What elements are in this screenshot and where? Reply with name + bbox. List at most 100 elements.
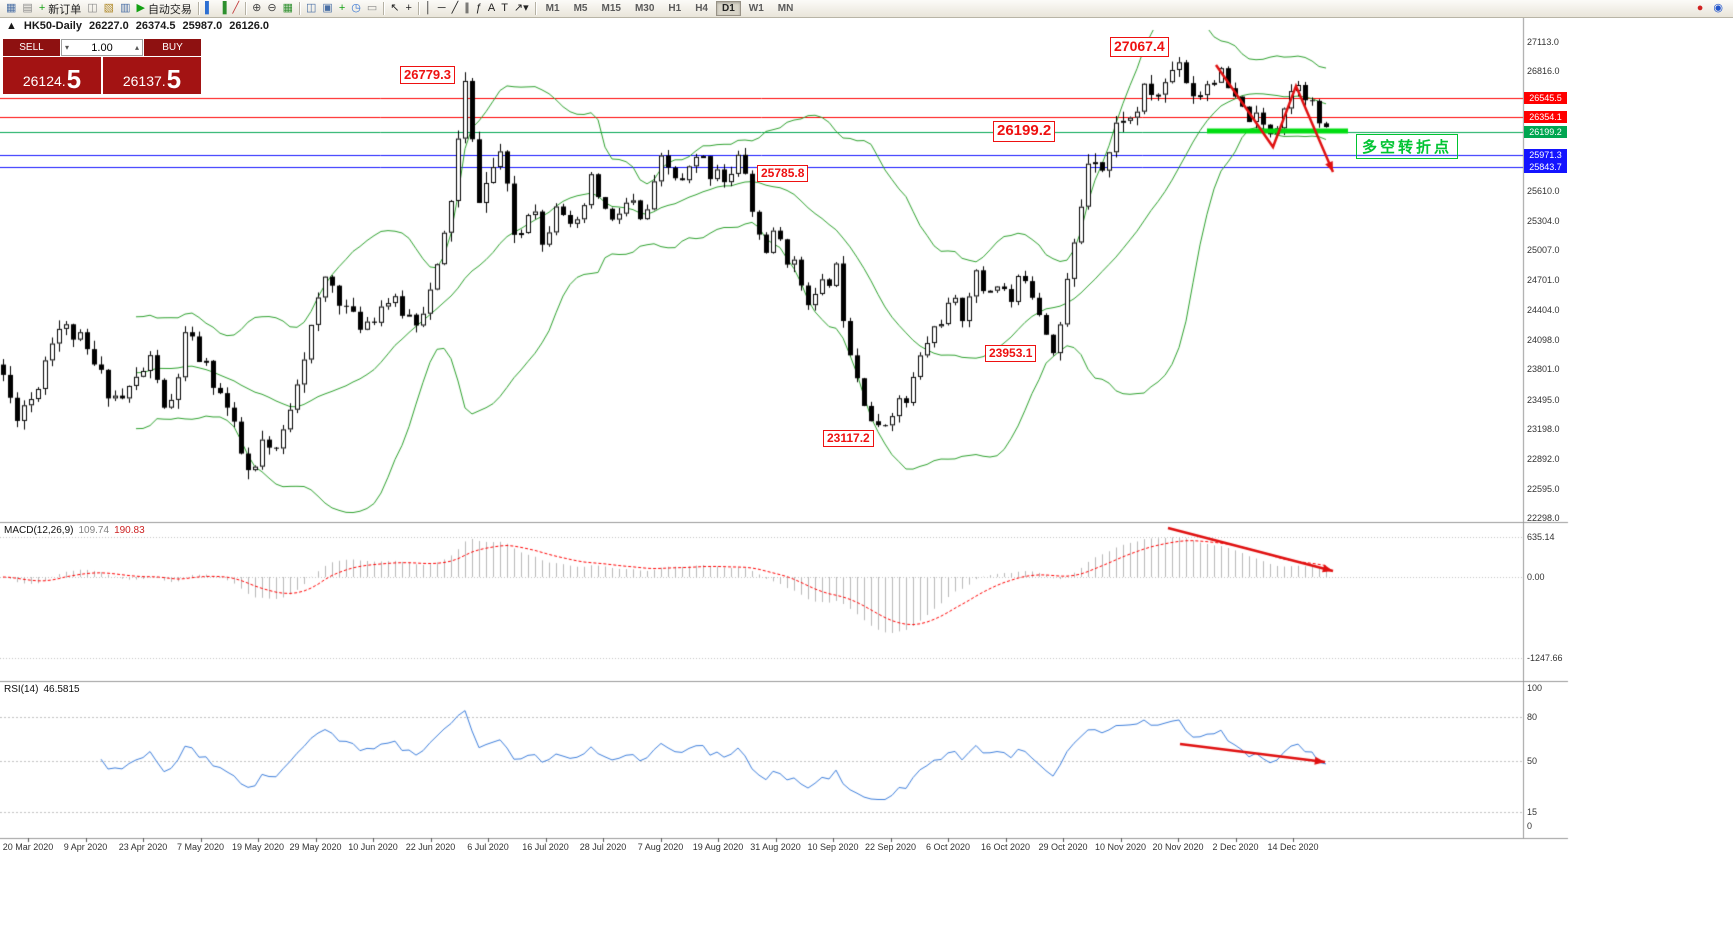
- rsi-scale-label: 100: [1527, 683, 1543, 693]
- trendline-icon[interactable]: ╱: [449, 1, 462, 17]
- channel-icon[interactable]: ∥: [461, 1, 473, 17]
- rsi-pane-label: RSI(14) 46.5815: [4, 684, 80, 695]
- volume-decrease-button[interactable]: ▾: [65, 42, 70, 52]
- collapse-icon[interactable]: ▲: [6, 20, 17, 32]
- timeframe-m30[interactable]: M30: [634, 3, 655, 14]
- timeframe-m15[interactable]: M15: [601, 3, 621, 14]
- main-chart-canvas[interactable]: [0, 18, 1733, 938]
- x-axis-date-label: 23 Apr 2020: [118, 842, 168, 852]
- auto-trading-button[interactable]: ▶ 自动交易: [133, 1, 194, 17]
- x-axis-date-label: 31 Aug 2020: [750, 842, 801, 852]
- buy-price-pips: 5: [166, 64, 182, 94]
- price-callout-label[interactable]: 23953.1: [985, 345, 1037, 362]
- record-icon: ●: [1696, 2, 1704, 14]
- ohlc-close: 26126.0: [229, 20, 270, 32]
- arrows-icon: ↗▾: [513, 2, 529, 14]
- volume-value[interactable]: 1.00: [91, 41, 113, 54]
- timeframe-mn[interactable]: MN: [777, 3, 794, 14]
- sell-button[interactable]: SELL: [3, 39, 60, 56]
- chart-title: ▲ HK50-Daily 26227.0 26374.5 25987.0 26126.0: [6, 20, 276, 32]
- x-axis-date-label: 16 Jul 2020: [522, 842, 569, 852]
- volume-input[interactable]: ▾ 1.00 ▴: [61, 39, 143, 56]
- y-axis-label: 23801.0: [1527, 364, 1560, 375]
- fibonacci-icon[interactable]: ƒ: [473, 1, 485, 17]
- sell-price-pips: 5: [66, 64, 82, 94]
- price-callout-label[interactable]: 27067.4: [1110, 37, 1169, 57]
- price-level-badge: 26354.1: [1524, 111, 1567, 124]
- x-axis-date-label: 10 Nov 2020: [1094, 842, 1147, 852]
- community-icon[interactable]: ◉: [1710, 1, 1726, 17]
- template-icon: ▭: [366, 2, 378, 14]
- volume-increase-button[interactable]: ▴: [134, 42, 139, 52]
- period-icon: ◷: [351, 2, 361, 14]
- rsi-scale-label: 0: [1527, 821, 1533, 831]
- arrows-icon[interactable]: ↗▾: [511, 1, 532, 17]
- new-order-button[interactable]: + 新订单: [36, 1, 84, 17]
- grid-icon[interactable]: ▦: [280, 1, 296, 17]
- text-icon[interactable]: A: [485, 1, 498, 17]
- x-axis-date-label: 19 Aug 2020: [692, 842, 744, 852]
- profiles-icon: ▤: [22, 2, 33, 14]
- toolbar-separator: [299, 2, 300, 15]
- price-callout-label[interactable]: 26199.2: [993, 121, 1056, 142]
- turning-point-note[interactable]: 多空转折点: [1356, 134, 1459, 159]
- macd-scale-label: 635.14: [1527, 532, 1555, 542]
- line-chart-icon[interactable]: ╱: [230, 1, 243, 17]
- market-watch-icon[interactable]: ◫: [84, 1, 100, 17]
- timeframe-d1[interactable]: D1: [715, 1, 741, 16]
- symbol-title: HK50-Daily: [23, 20, 82, 32]
- play-icon: ▶: [136, 2, 145, 14]
- timeframe-w1[interactable]: W1: [748, 3, 764, 14]
- text-label-icon[interactable]: T: [498, 1, 511, 17]
- price-callout-label[interactable]: 26779.3: [400, 66, 455, 85]
- zoom-out-icon[interactable]: ⊖: [264, 1, 279, 17]
- x-axis-date-label: 10 Jun 2020: [348, 842, 398, 852]
- tile-windows-icon[interactable]: ◫: [303, 1, 319, 17]
- y-axis-label: 25610.0: [1527, 185, 1560, 196]
- x-axis-date-label: 20 Mar 2020: [2, 842, 54, 852]
- price-callout-label[interactable]: 23117.2: [823, 430, 874, 447]
- timeframe-m1[interactable]: M1: [545, 3, 560, 14]
- template-icon[interactable]: ▭: [364, 1, 380, 17]
- bar-chart-icon[interactable]: ▌: [202, 1, 216, 17]
- horizontal-line-icon[interactable]: ─: [435, 1, 449, 17]
- buy-button[interactable]: BUY: [144, 39, 201, 56]
- timeframe-h1[interactable]: H1: [668, 3, 682, 14]
- toolbar-items: ▦ ▤ + 新订单 ◫ ▧ ▥ ▶ 自动交易 ▌ ▐ ╱ ⊕ ⊖ ▦ ◫ ▣ + ◷ ▭ ↖ + │ ─ ╱ ∥ ƒ A T ↗▾: [3, 1, 539, 17]
- add-indicator-icon[interactable]: +: [336, 1, 348, 17]
- new-chart-icon[interactable]: ▦: [3, 1, 19, 17]
- crosshair-icon[interactable]: +: [402, 1, 414, 17]
- y-axis-label: 24701.0: [1527, 275, 1560, 286]
- candlestick-icon[interactable]: ▐: [216, 1, 230, 17]
- y-axis-label: 23495.0: [1527, 394, 1560, 405]
- timeframe-m5[interactable]: M5: [573, 3, 588, 14]
- cursor-icon: ↖: [390, 2, 400, 14]
- period-icon[interactable]: ◷: [348, 1, 364, 17]
- cascade-windows-icon[interactable]: ▣: [319, 1, 335, 17]
- vertical-line-icon[interactable]: │: [422, 1, 435, 17]
- timeframe-h4[interactable]: H4: [695, 3, 708, 14]
- terminal-icon[interactable]: ▥: [117, 1, 133, 17]
- order-plus-icon: +: [38, 2, 46, 14]
- buy-price-box[interactable]: 26137. 5: [103, 57, 201, 94]
- profiles-icon[interactable]: ▤: [19, 1, 35, 17]
- ohlc-low: 25987.0: [182, 20, 223, 32]
- cursor-icon[interactable]: ↖: [387, 1, 402, 17]
- ohlc-high: 26374.5: [135, 20, 176, 32]
- timeframe-bar: M1 M5 M15 M30 H1 H4 D1 W1 MN: [539, 1, 801, 16]
- x-axis-date-label: 28 Jul 2020: [579, 842, 627, 852]
- x-axis-date-label: 6 Jul 2020: [467, 842, 509, 852]
- x-axis-date-label: 10 Sep 2020: [807, 842, 859, 852]
- horizontal-line-icon: ─: [437, 2, 446, 14]
- sell-price-box[interactable]: 26124. 5: [3, 57, 101, 94]
- zoom-in-icon[interactable]: ⊕: [249, 1, 264, 17]
- price-callout-label[interactable]: 25785.8: [757, 165, 809, 182]
- y-axis-label: 23198.0: [1527, 424, 1560, 435]
- navigator-icon[interactable]: ▧: [101, 1, 117, 17]
- price-level-badge: 25971.3: [1524, 148, 1567, 161]
- trendline-icon: ╱: [451, 2, 459, 14]
- navigator-icon: ▧: [103, 2, 115, 14]
- record-icon[interactable]: ●: [1694, 1, 1707, 17]
- price-level-badge: 26199.2: [1524, 126, 1567, 139]
- rsi-scale-label: 15: [1527, 807, 1538, 818]
